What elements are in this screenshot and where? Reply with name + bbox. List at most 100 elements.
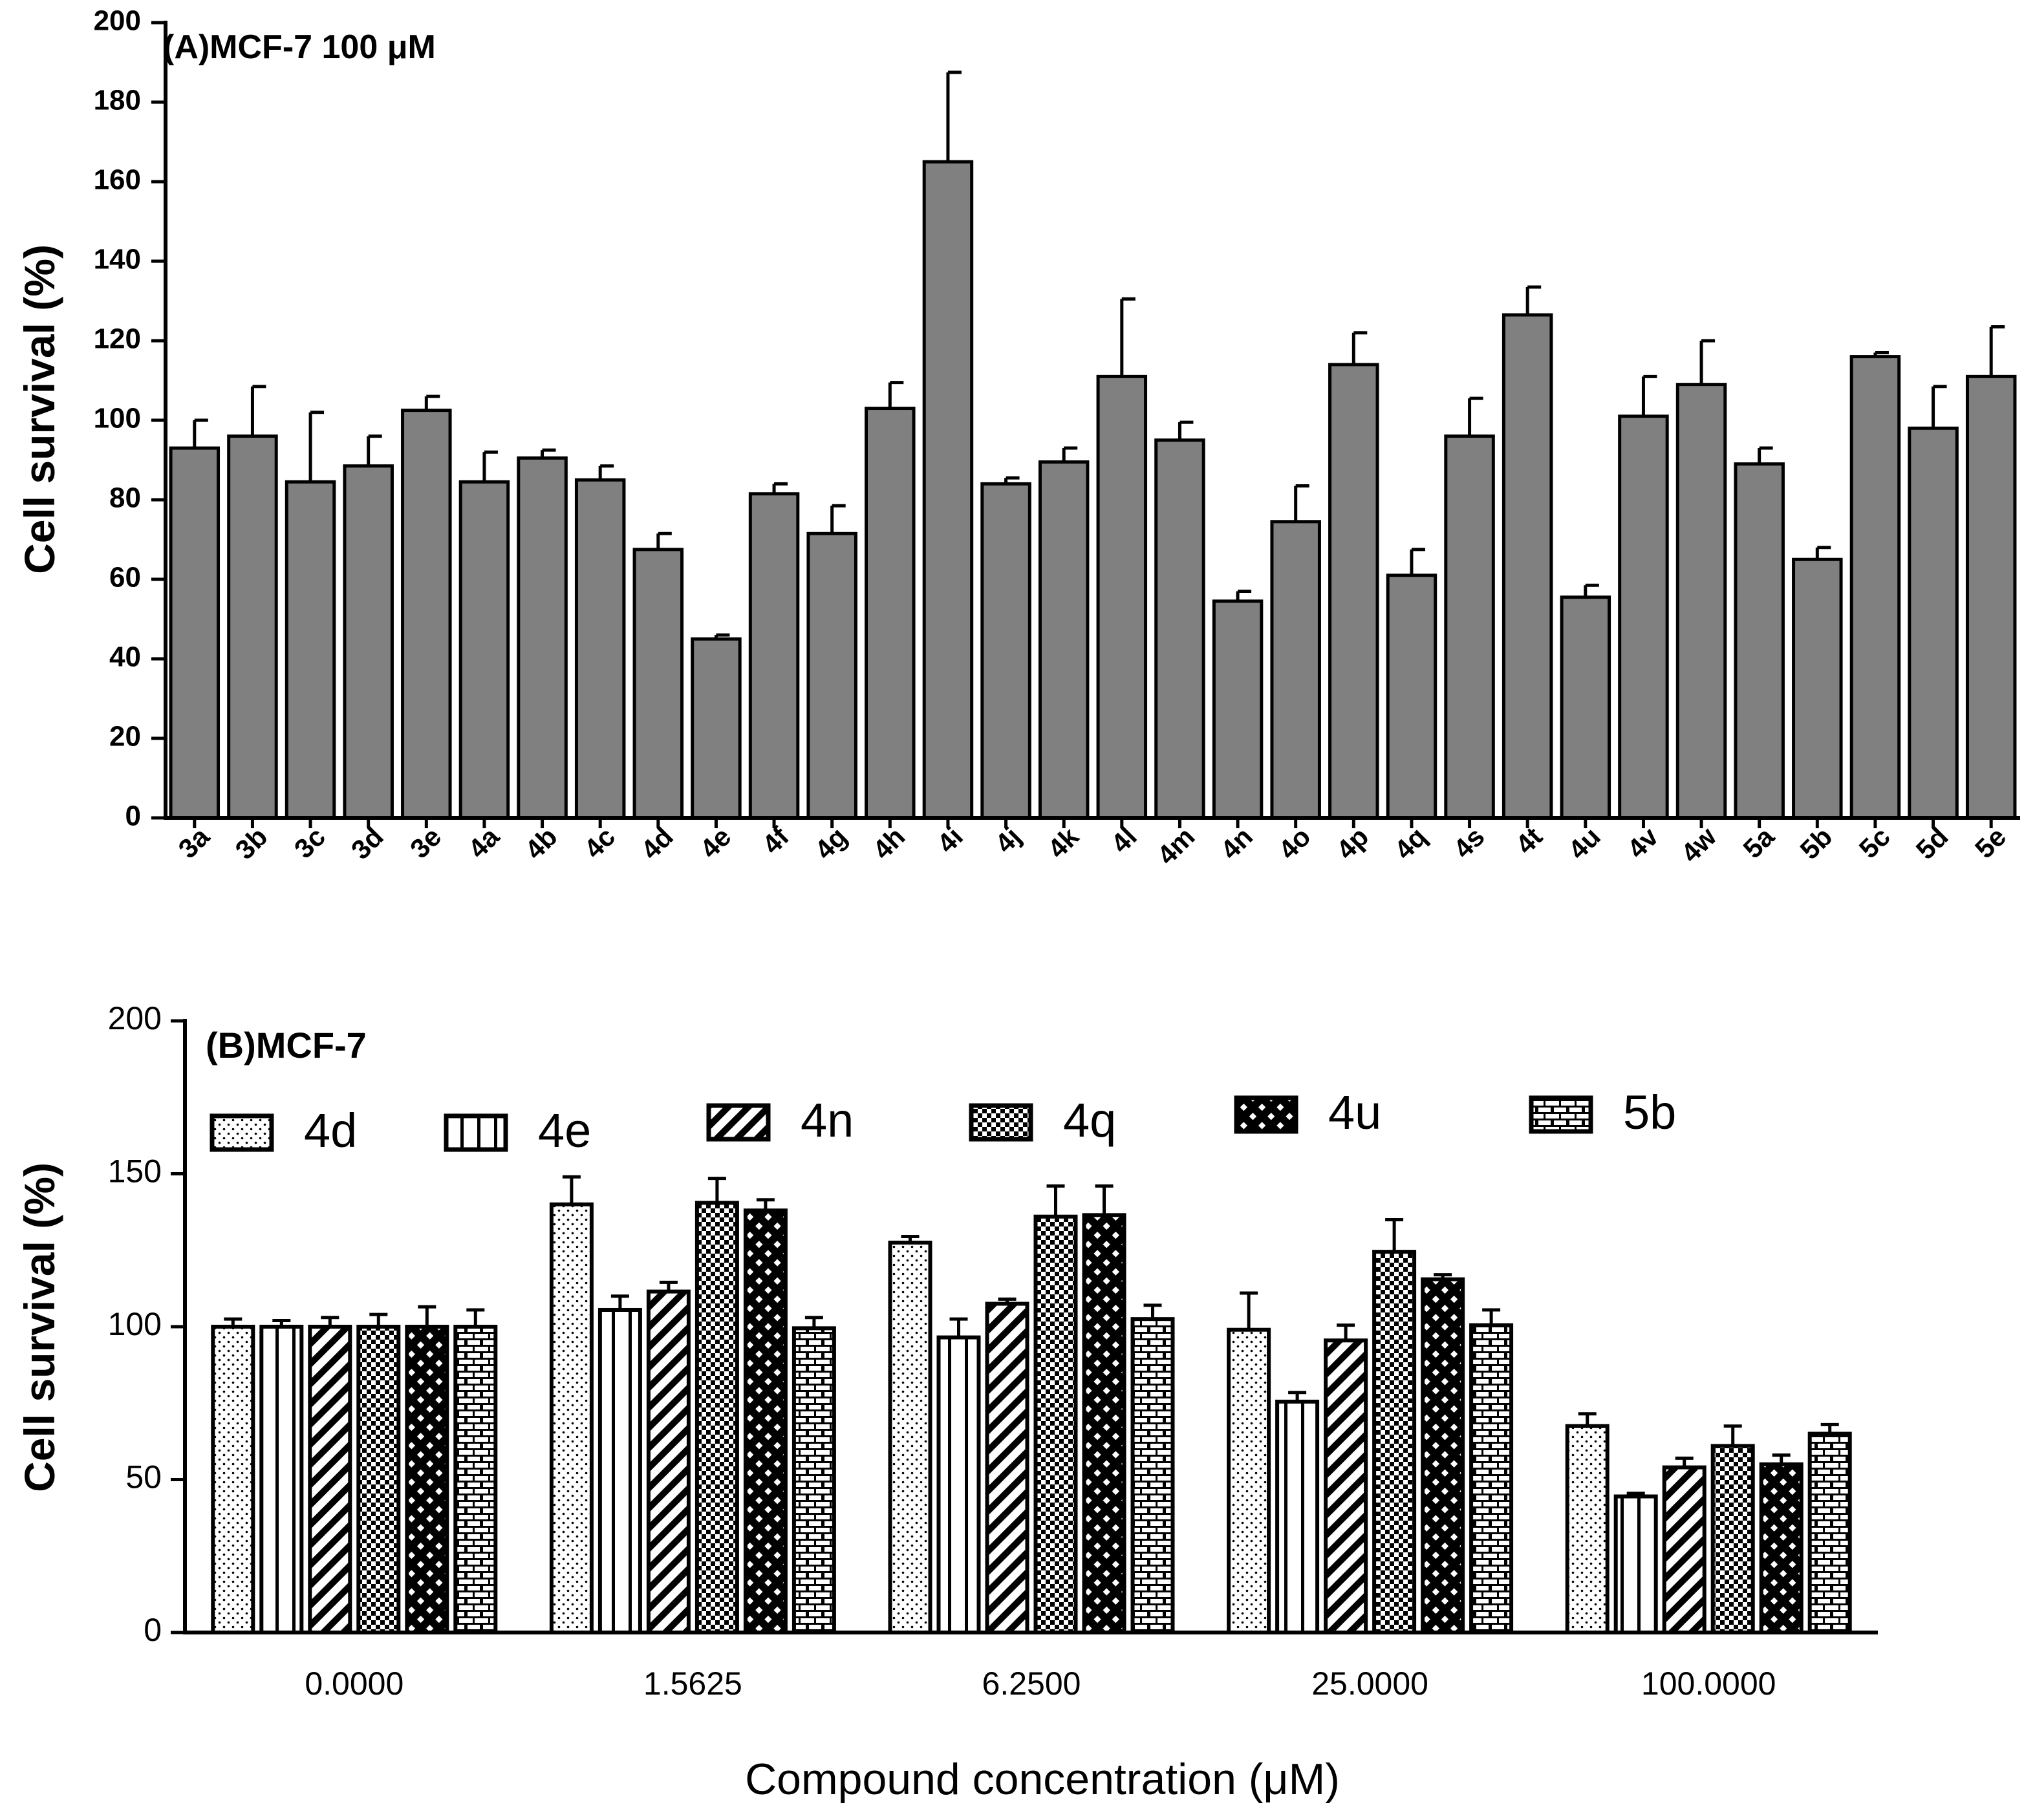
bar-4w: [1675, 383, 1727, 820]
y-tick-label-80: 80: [109, 482, 141, 514]
x-tick-label-4l: 4l: [1105, 821, 1143, 859]
x-tick-label-4s: 4s: [1447, 821, 1490, 864]
x-tick-label-4k: 4k: [1042, 821, 1085, 864]
bar-5b-3: [1469, 1323, 1514, 1634]
legend-label-4e: 4e: [538, 1104, 591, 1157]
bar-4k: [1038, 460, 1090, 820]
y-tick-label-100: 100: [94, 403, 141, 434]
x-tick-label-4t: 4t: [1510, 821, 1549, 860]
x-tick-label-3c: 3c: [288, 821, 331, 864]
x-tick-label-4h: 4h: [867, 821, 910, 865]
x-tick-label-3: 25.0000: [1311, 1665, 1428, 1702]
y-tick-label-200: 200: [108, 1000, 162, 1036]
panel-b-title: (B)MCF-7: [206, 1025, 367, 1065]
x-tick-label-4m: 4m: [1151, 821, 1200, 870]
bar-4n-0: [308, 1325, 352, 1634]
bar-5b-4: [1807, 1431, 1852, 1635]
bar-4q-4: [1710, 1444, 1755, 1634]
x-tick-label-4a: 4a: [462, 821, 506, 864]
y-tick-label-150: 150: [108, 1153, 162, 1190]
bar-4i: [922, 160, 974, 820]
bar-4s: [1444, 434, 1495, 820]
legend-label-4n: 4n: [801, 1093, 854, 1147]
legend-swatch-4u: [1234, 1095, 1298, 1134]
bar-4d-4: [1565, 1424, 1610, 1635]
bar-4e-4: [1613, 1494, 1658, 1634]
bar-4d: [632, 548, 684, 820]
x-tick-label-4d: 4d: [635, 821, 679, 865]
bar-4e: [691, 637, 742, 820]
bar-4q-1: [694, 1201, 739, 1635]
x-tick-label-5c: 5c: [1853, 821, 1896, 864]
bar-4p: [1328, 363, 1379, 820]
panel-a-bars: [169, 70, 2017, 820]
x-tick-label-4c: 4c: [578, 821, 621, 864]
bar-4v: [1618, 414, 1669, 820]
panel-b-legend: 4d 4e 4n 4q 4u 5b: [210, 1086, 1676, 1157]
x-tick-label-4i: 4i: [931, 821, 969, 859]
x-tick-label-4g: 4g: [809, 821, 853, 865]
bar-4d-3: [1227, 1327, 1271, 1634]
bar-4m: [1154, 438, 1205, 820]
y-tick-label-140: 140: [94, 244, 141, 275]
x-tick-label-4f: 4f: [756, 820, 795, 859]
bar-4u-1: [743, 1208, 788, 1634]
panel-a-title: (A)MCF-7 100 μM: [163, 28, 436, 66]
bar-4d-0: [211, 1325, 255, 1634]
x-tick-label-4w: 4w: [1675, 821, 1722, 868]
panel-b-x-axis-label: Compound concentration (μM): [745, 1755, 1340, 1804]
x-tick-label-4o: 4o: [1273, 821, 1317, 865]
bar-4l: [1096, 374, 1148, 820]
y-tick-label-60: 60: [109, 562, 141, 594]
x-tick-label-3b: 3b: [230, 821, 274, 865]
x-tick-label-5b: 5b: [1794, 821, 1838, 865]
legend-swatch-4e: [444, 1113, 508, 1152]
y-tick-label-120: 120: [94, 323, 141, 355]
panel-b-chart: 0.0000 1.5625 6.2500 25.0000 100.0000 0 50 100 1…: [16, 1000, 1878, 1804]
y-tick-label-180: 180: [94, 85, 141, 116]
bar-4u-4: [1759, 1462, 1804, 1635]
panel-a-y-axis-label: Cell survival (%): [16, 244, 63, 574]
legend-label-5b: 5b: [1623, 1086, 1676, 1139]
x-tick-label-5e: 5e: [1969, 821, 2012, 864]
bar-4o: [1270, 520, 1321, 820]
bar-4n-2: [985, 1301, 1029, 1635]
bar-4c: [574, 478, 626, 820]
bar-5b-2: [1130, 1317, 1175, 1635]
bar-5d: [1908, 426, 1959, 820]
bar-4f: [748, 492, 800, 820]
x-tick-label-4: 100.0000: [1641, 1665, 1776, 1702]
x-tick-label-5d: 5d: [1910, 821, 1954, 865]
bar-4e-0: [259, 1325, 304, 1634]
bar-4e-3: [1275, 1399, 1320, 1634]
bar-4h: [865, 407, 916, 820]
x-tick-label-4j: 4j: [989, 821, 1027, 859]
x-tick-label-3e: 3e: [404, 821, 447, 864]
bar-3a: [169, 446, 221, 820]
x-tick-label-4n: 4n: [1214, 821, 1258, 865]
bar-4b: [517, 456, 568, 820]
legend-label-4u: 4u: [1328, 1086, 1381, 1139]
bar-5b-1: [791, 1326, 836, 1634]
bar-5b: [1792, 557, 1843, 820]
panel-b-axes: 0.0000 1.5625 6.2500 25.0000 100.0000 0 50 100 1…: [108, 1000, 1878, 1702]
bar-4q-2: [1033, 1214, 1078, 1634]
y-tick-label-200: 200: [94, 5, 141, 37]
bar-4a: [458, 480, 510, 820]
x-tick-label-4u: 4u: [1562, 821, 1606, 865]
x-tick-label-4p: 4p: [1330, 821, 1374, 865]
x-tick-label-4e: 4e: [694, 821, 737, 864]
bar-5b-0: [453, 1325, 498, 1634]
bar-4u-3: [1421, 1277, 1465, 1635]
bar-4d-2: [888, 1240, 932, 1635]
legend-label-4d: 4d: [304, 1104, 357, 1157]
bar-4n: [1212, 599, 1264, 820]
bar-4u-2: [1082, 1213, 1126, 1634]
bar-4u-0: [405, 1325, 449, 1634]
legend-label-4q: 4q: [1063, 1093, 1116, 1147]
x-tick-label-3a: 3a: [173, 821, 216, 864]
bar-4n-1: [646, 1289, 691, 1634]
bar-4u: [1560, 595, 1611, 820]
bar-4t: [1502, 313, 1553, 820]
x-tick-label-3d: 3d: [345, 821, 389, 865]
